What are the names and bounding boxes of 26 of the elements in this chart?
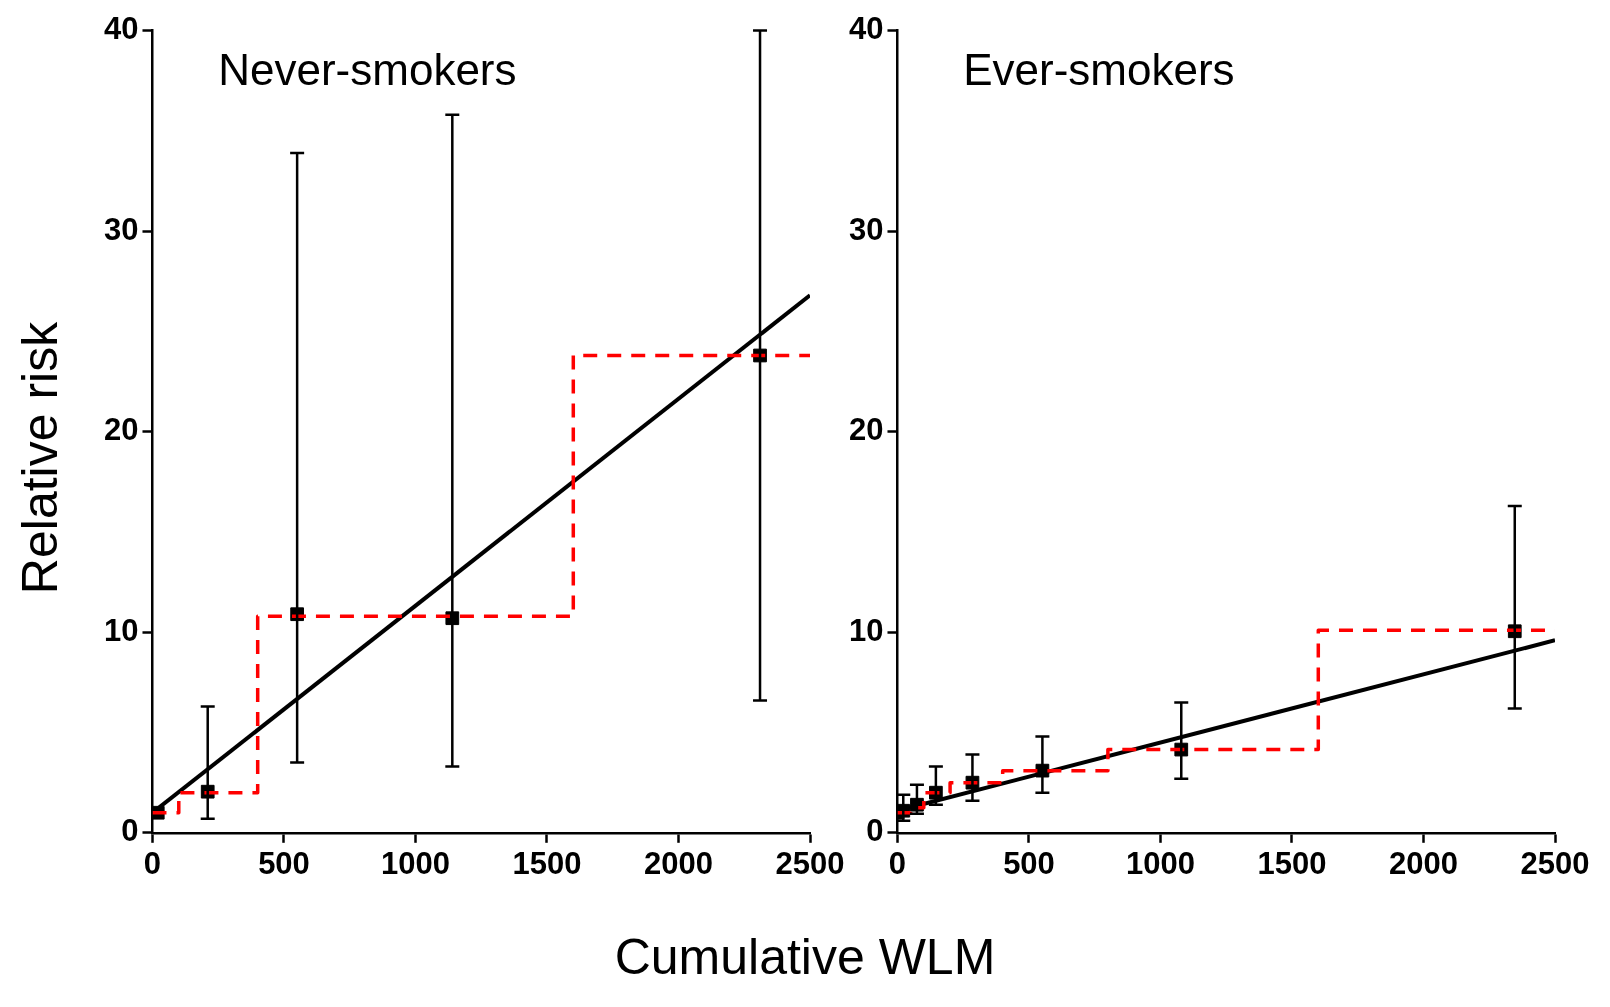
y-tick-label: 30 xyxy=(849,211,884,247)
x-tick-label: 500 xyxy=(258,845,310,881)
x-tick-label: 0 xyxy=(143,845,162,881)
chart-title: Ever-smokers xyxy=(963,44,1235,94)
y-tick-label: 40 xyxy=(104,11,139,47)
y-tick-label: 20 xyxy=(849,412,884,448)
x-tick-label: 2000 xyxy=(644,845,713,881)
x-tick-label: 1000 xyxy=(381,845,450,881)
y-tick-label: 0 xyxy=(866,813,884,849)
chart-title: Never-smokers xyxy=(218,44,517,94)
y-axis-title: Relative risk xyxy=(11,321,69,595)
y-tick-label: 10 xyxy=(849,612,884,648)
x-tick-label: 1500 xyxy=(1257,845,1327,881)
x-tick-label: 0 xyxy=(888,845,907,881)
x-tick-label: 1000 xyxy=(1126,845,1195,881)
x-tick-label: 2000 xyxy=(1389,845,1458,881)
x-axis-title: Cumulative WLM xyxy=(613,928,997,986)
x-tick-label: 1500 xyxy=(512,845,582,881)
x-tick-label: 500 xyxy=(1003,845,1055,881)
y-tick-label: 20 xyxy=(104,412,139,448)
y-tick-label: 10 xyxy=(104,612,139,648)
x-tick-label: 2500 xyxy=(775,845,845,881)
y-tick-label: 0 xyxy=(121,813,139,849)
y-tick-label: 40 xyxy=(849,11,884,47)
x-tick-label: 2500 xyxy=(1520,845,1590,881)
y-tick-label: 30 xyxy=(104,211,139,247)
